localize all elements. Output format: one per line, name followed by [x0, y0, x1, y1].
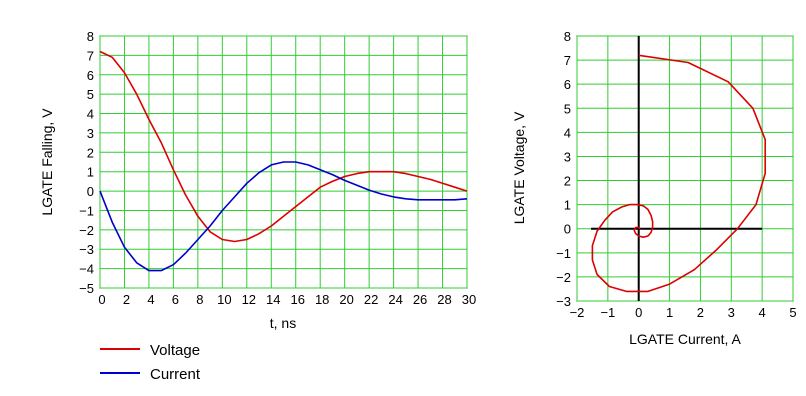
left-y-tick-label: 1: [87, 165, 94, 180]
left-x-tick-label: 12: [242, 292, 256, 307]
left-y-tick-label: −1: [79, 203, 94, 218]
right-y-tick-label: 5: [564, 101, 571, 116]
right-y-tick-label: 2: [564, 174, 571, 189]
left-y-tick-label: 8: [87, 29, 94, 44]
left-y-axis-label: LGATE Falling, V: [39, 108, 55, 216]
right-y-tick-label: 0: [564, 222, 571, 237]
left-x-tick-label: 18: [315, 292, 329, 307]
right-x-tick-label: −2: [570, 305, 585, 320]
left-x-tick-label: 26: [413, 292, 427, 307]
left-x-tick-label: 30: [462, 292, 476, 307]
left-y-tick-label: 4: [87, 107, 94, 122]
right-y-tick-label: 7: [564, 53, 571, 68]
left-x-tick-label: 24: [388, 292, 402, 307]
right-x-axis-label: LGATE Current, A: [629, 331, 741, 347]
legend: Voltage Current: [100, 342, 201, 383]
left-y-tick-label: 6: [87, 68, 94, 83]
left-x-tick-label: 22: [364, 292, 378, 307]
right-y-tick-label: −3: [556, 294, 571, 309]
right-x-tick-label: 4: [759, 305, 766, 320]
left-x-tick-label: 8: [196, 292, 203, 307]
right-x-tick-label: 1: [666, 305, 673, 320]
left-y-tick-label: 5: [87, 87, 94, 102]
left-x-tick-label: 4: [147, 292, 154, 307]
right-x-tick-label: 0: [635, 305, 642, 320]
right-y-tick-label: 4: [564, 125, 571, 140]
left-x-tick-label: 10: [217, 292, 231, 307]
left-x-axis-label: t, ns: [270, 315, 296, 331]
left-x-tick-label: 20: [339, 292, 353, 307]
legend-current-label: Current: [150, 366, 201, 383]
right-y-tick-label: −2: [556, 270, 571, 285]
left-current-line: [99, 161, 468, 272]
right-y-axis-label: LGATE Voltage, V: [511, 111, 527, 224]
left-x-tick-label: 6: [172, 292, 179, 307]
left-x-tick-label: 14: [266, 292, 280, 307]
right-y-tick-label: 1: [564, 198, 571, 213]
right-series-0-line: [591, 54, 767, 293]
left-y-tick-label: −4: [79, 262, 94, 277]
left-y-tick-label: −2: [79, 223, 94, 238]
right-plot-area: [576, 35, 794, 302]
right-x-tick-label: 3: [728, 305, 735, 320]
left-x-tick-label: 0: [98, 292, 105, 307]
right-y-tick-label: 8: [564, 29, 571, 44]
right-y-tick-label: −1: [556, 246, 571, 261]
right-zero-axes: [591, 36, 763, 301]
left-y-tick-label: 7: [87, 48, 94, 63]
left-y-tick-label: −5: [79, 281, 94, 296]
left-y-tick-label: 0: [87, 184, 94, 199]
right-x-tick-label: −1: [600, 305, 615, 320]
left-x-tick-label: 16: [290, 292, 304, 307]
right-x-tick-label: 2: [697, 305, 704, 320]
left-y-tick-label: 2: [87, 145, 94, 160]
left-x-tick-label: 28: [437, 292, 451, 307]
legend-voltage-label: Voltage: [150, 342, 200, 359]
left-x-tick-label: 2: [123, 292, 130, 307]
left-y-tick-label: 3: [87, 126, 94, 141]
left-tick-labels: 0 2 4 6 8 10 12 14 16 18 20 22 24 26 28 30−5−4−3−2−1012…: [79, 29, 476, 307]
right-x-tick-label: 5: [789, 305, 796, 320]
left-grid: [99, 35, 468, 289]
right-y-tick-label: 6: [564, 77, 571, 92]
left-series: [99, 50, 468, 272]
left-voltage-line: [99, 50, 468, 243]
right-series: [591, 54, 767, 293]
left-chart: 0 2 4 6 8 10 12 14 16 18 20 22 24 26 28 30−5−4−3−2−1012…: [39, 29, 476, 331]
right-y-tick-label: 3: [564, 149, 571, 164]
left-y-tick-label: −3: [79, 242, 94, 257]
